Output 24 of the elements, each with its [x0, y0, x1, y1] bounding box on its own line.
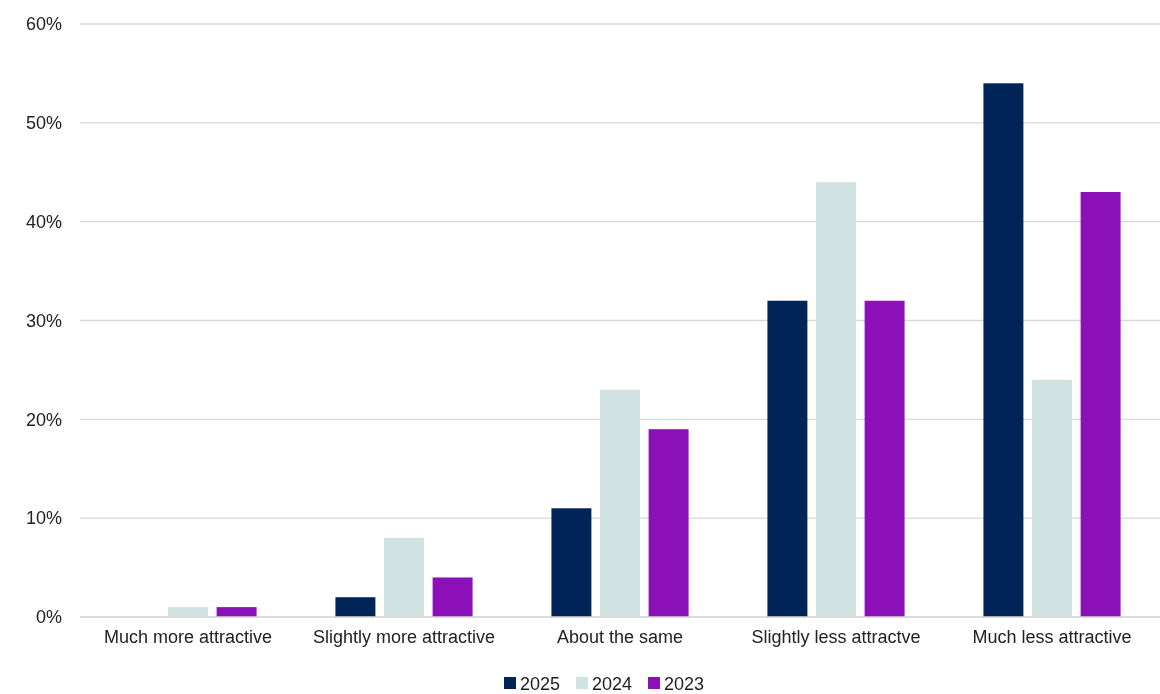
x-tick-label: Much more attractive — [103, 627, 273, 647]
bar — [1080, 192, 1121, 617]
y-tick-label: 30% — [25, 310, 62, 331]
y-tick-label: 60% — [25, 14, 62, 35]
bar — [216, 607, 257, 617]
y-tick-label: 50% — [25, 113, 62, 134]
x-tick-label: Slightly less attractve — [751, 627, 921, 647]
y-tick-label: 10% — [25, 508, 62, 529]
bar — [864, 300, 905, 617]
bar — [335, 597, 376, 617]
bar — [648, 429, 689, 617]
x-tick-label: Slightly more attractive — [312, 627, 496, 647]
y-tick-label: 40% — [25, 211, 62, 232]
bar — [551, 508, 592, 617]
legend-label: 2025 — [520, 674, 561, 694]
x-tick-label: Much less attractive — [972, 627, 1132, 647]
y-tick-label: 20% — [25, 409, 62, 430]
bar — [767, 300, 808, 617]
legend-label: 2024 — [592, 674, 633, 694]
legend-label: 2023 — [664, 674, 705, 694]
bar — [983, 83, 1024, 617]
bar — [432, 577, 473, 617]
x-tick-label: About the same — [556, 627, 684, 647]
y-tick-label: 0% — [35, 607, 62, 628]
